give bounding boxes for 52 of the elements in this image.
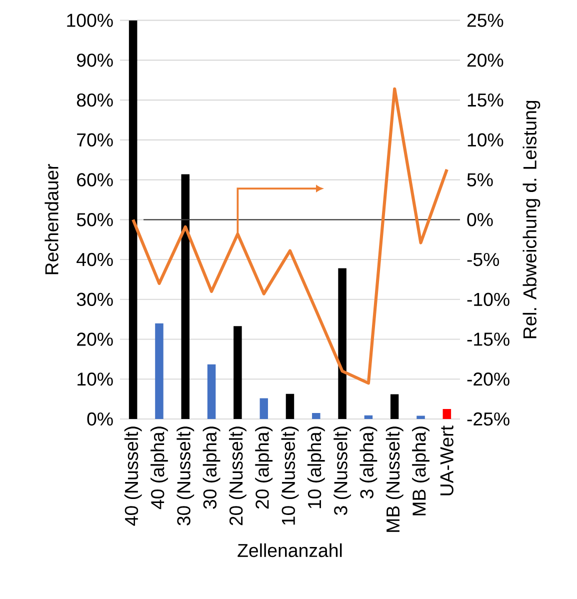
bar	[181, 174, 190, 419]
y-tick-label: 70%	[77, 133, 113, 147]
y-axis-title: Rechendauer	[44, 164, 58, 274]
y-tick-label: 10%	[78, 372, 113, 386]
y2-tick-label: 15%	[468, 93, 504, 107]
x-tick-label: 10 (Nusselt)	[281, 426, 299, 525]
y2-tick-label: -15%	[467, 332, 510, 346]
y2-tick-label: 10%	[468, 133, 504, 147]
line-series	[132, 87, 448, 385]
y-tick-label: 40%	[76, 252, 113, 266]
y2-axis-title: Rel. Abweichung d. Leistung	[522, 100, 540, 338]
y2-tick-label: 20%	[467, 54, 504, 67]
bar	[364, 415, 373, 419]
x-tick-label: 20 (Nusselt)	[228, 426, 246, 526]
x-tick-label: 20 (alpha)	[255, 426, 273, 509]
x-tick-label: UA-Wert	[440, 426, 454, 496]
bar	[260, 398, 268, 419]
bar	[207, 364, 216, 419]
x-tick-label: 30 (alpha)	[202, 426, 220, 509]
x-tick-label: 3 (alpha)	[360, 426, 378, 498]
bar	[234, 326, 242, 419]
y-tick-label: 90%	[77, 54, 113, 67]
bar	[338, 268, 346, 419]
y-tick-label: 80%	[76, 93, 113, 107]
x-axis-title: Zellenanzahl	[238, 543, 342, 558]
y2-tick-label: 25%	[467, 14, 504, 27]
bar	[390, 394, 399, 419]
y-tick-label: 50%	[76, 213, 113, 226]
bar	[128, 20, 138, 419]
x-tick-label: 10 (alpha)	[307, 426, 325, 508]
y2-tick-label: 0%	[467, 213, 493, 226]
x-tick-label: MB (alpha)	[412, 426, 430, 516]
y2-tick-label: -10%	[467, 292, 510, 306]
x-tick-label: 3 (Nusselt)	[334, 426, 352, 516]
x-tick-label: 30 (Nusselt)	[176, 426, 194, 526]
x-tick-label: MB (Nusselt)	[386, 426, 404, 532]
y-tick-label: 0%	[87, 412, 113, 426]
y-tick-label: 60%	[77, 173, 113, 186]
bar	[416, 416, 425, 419]
x-tick-label: 40 (alpha)	[150, 426, 168, 510]
y2-tick-label: -5%	[467, 252, 500, 266]
y2-tick-label: -25%	[467, 412, 510, 426]
y-tick-label: 30%	[76, 292, 113, 306]
y2-tick-label: 5%	[467, 173, 493, 186]
bar	[312, 413, 320, 419]
bar	[155, 323, 164, 419]
y-tick-label: 100%	[67, 14, 113, 27]
y2-tick-label: -20%	[467, 372, 510, 386]
x-tick-label: 40 (Nusselt)	[124, 426, 142, 526]
y-tick-label: 20%	[77, 332, 113, 346]
bar	[286, 394, 294, 419]
bar	[442, 409, 452, 419]
